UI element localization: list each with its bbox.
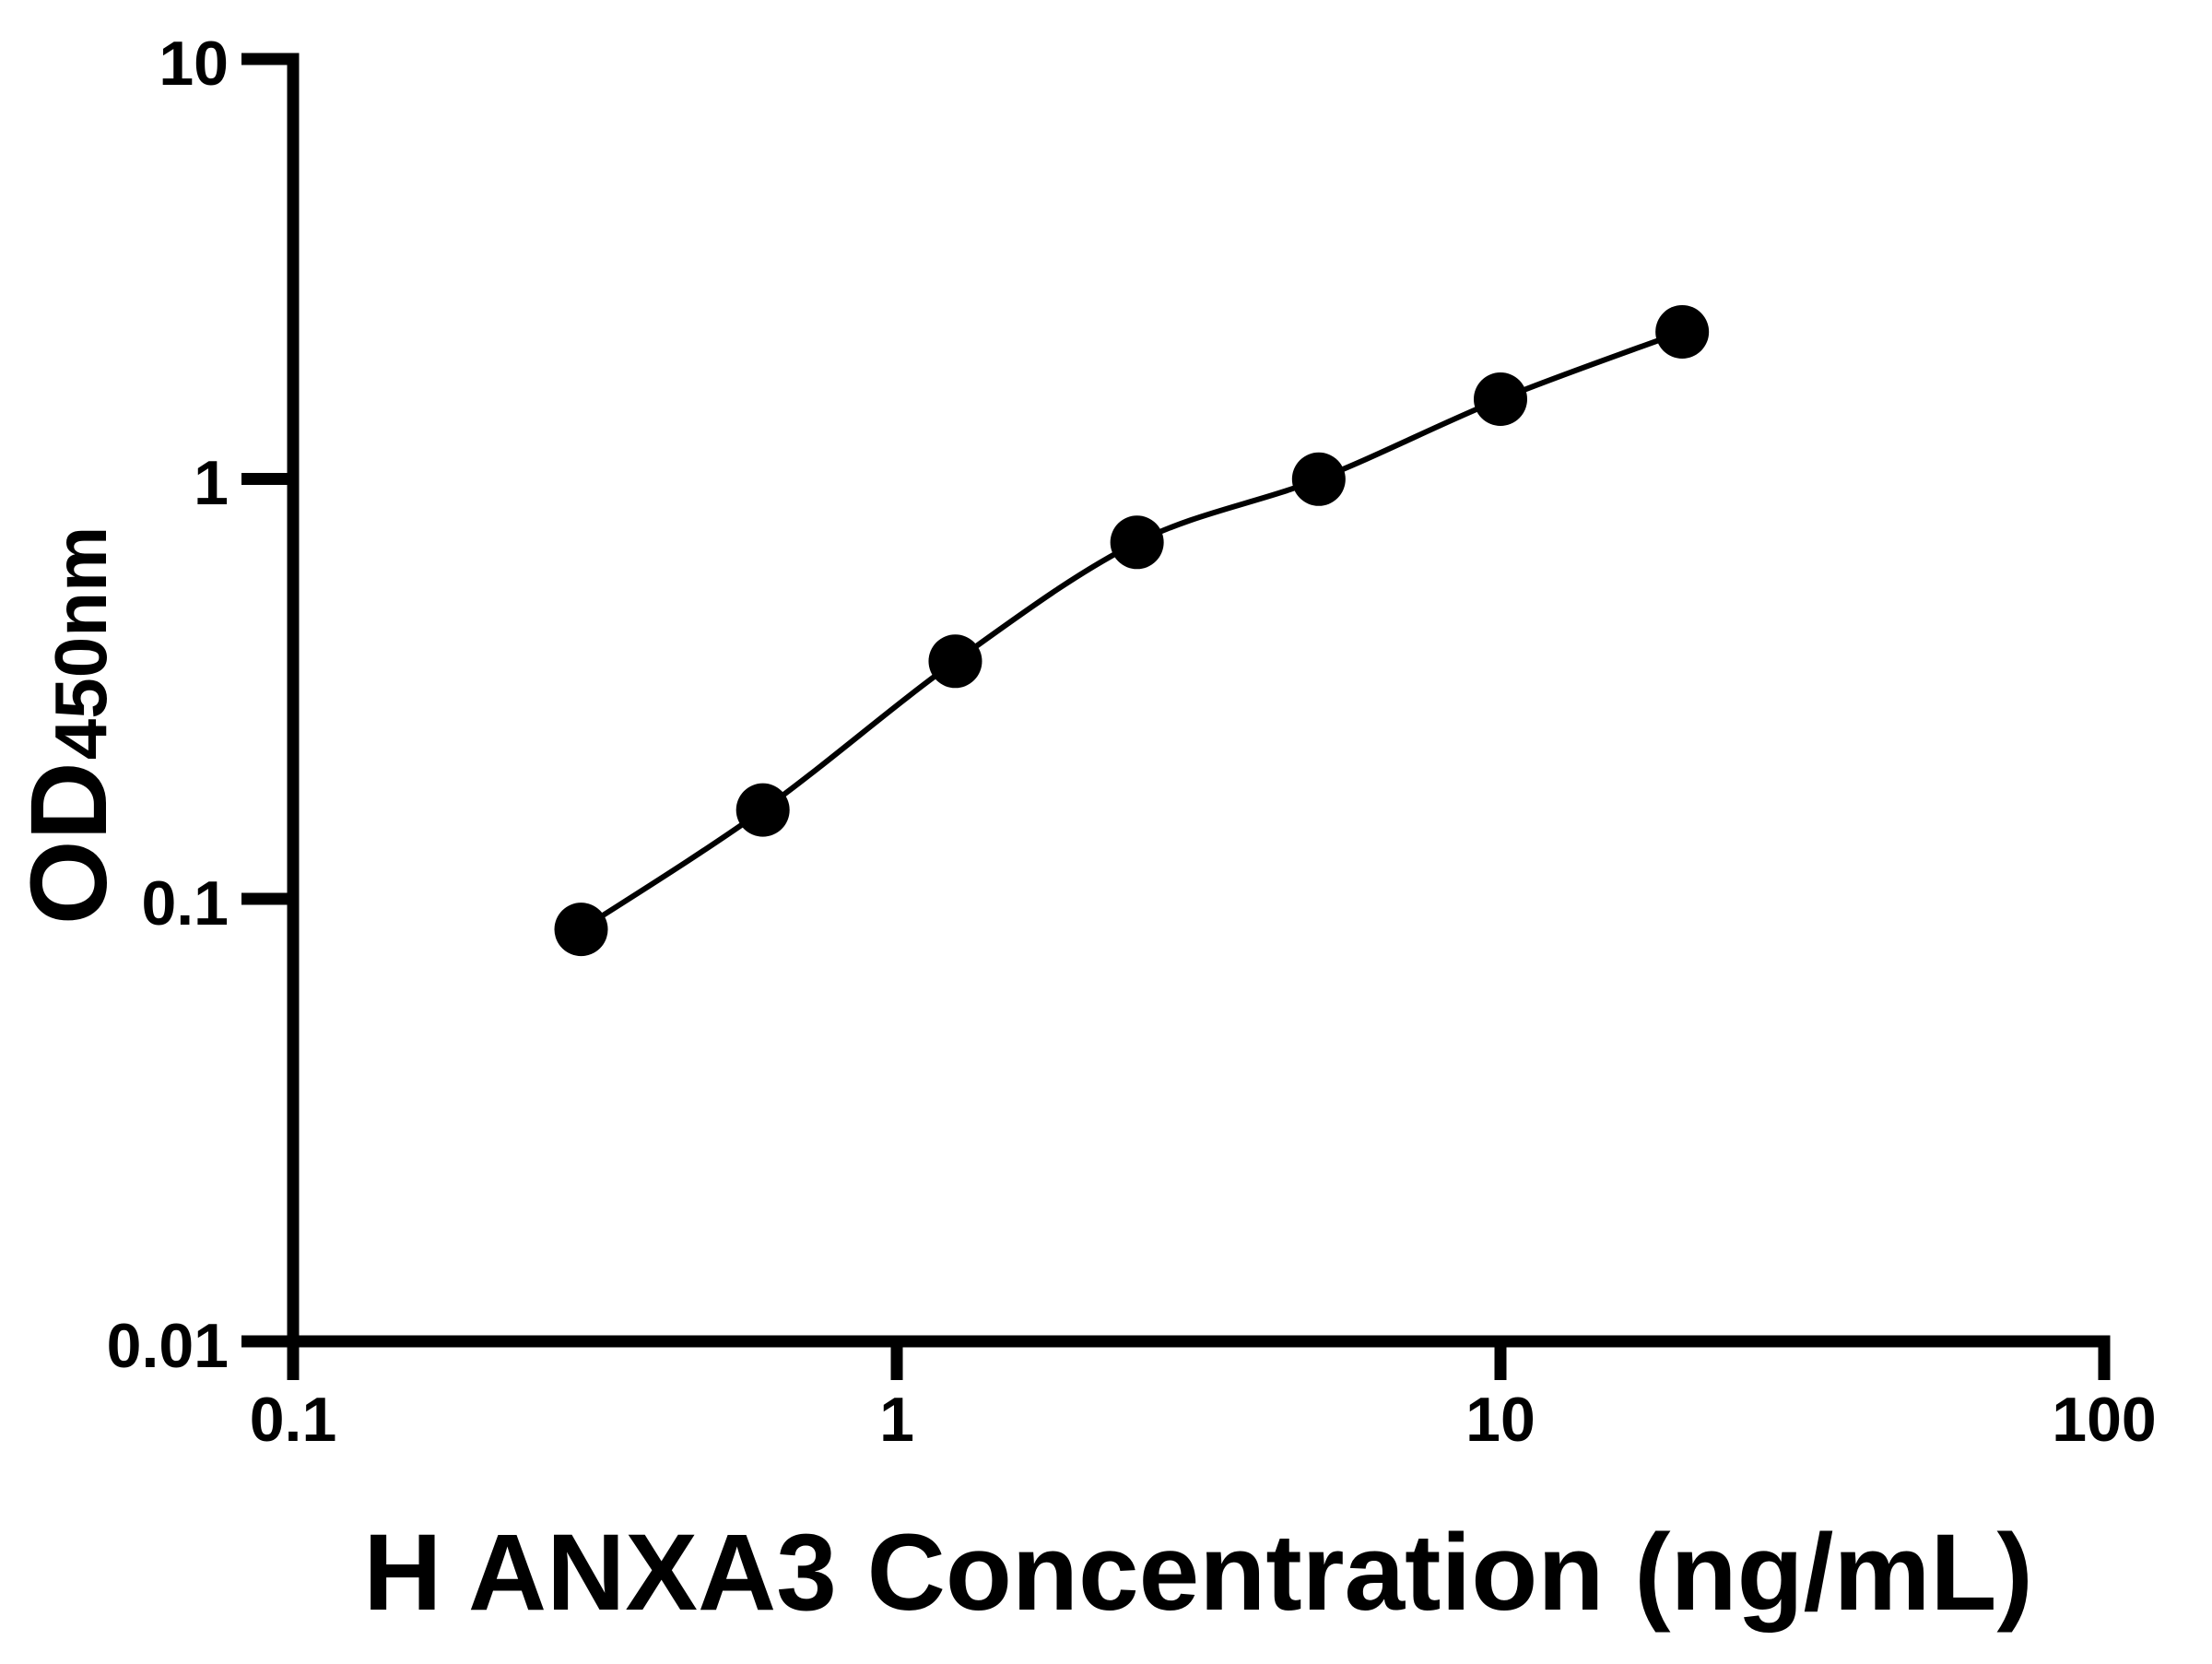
svg-text:1: 1: [194, 448, 229, 518]
svg-text:10: 10: [159, 29, 229, 99]
svg-text:0.1: 0.1: [250, 1385, 337, 1455]
svg-text:100: 100: [2052, 1385, 2156, 1455]
svg-text:0.1: 0.1: [141, 868, 229, 938]
svg-text:1: 1: [879, 1385, 914, 1455]
svg-text:H ANXA3 Concentration (ng/mL): H ANXA3 Concentration (ng/mL): [363, 1512, 2032, 1634]
svg-text:10: 10: [1465, 1385, 1535, 1455]
svg-text:0.01: 0.01: [107, 1311, 229, 1381]
svg-text:OD450nm: OD450nm: [8, 526, 130, 925]
